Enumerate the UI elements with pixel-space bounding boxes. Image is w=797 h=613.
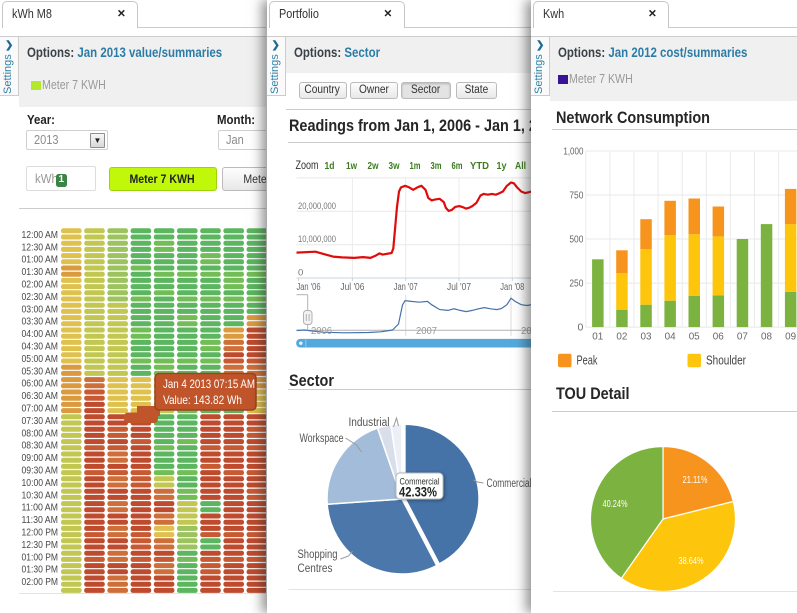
svg-text:07:00 AM: 07:00 AM (22, 403, 59, 415)
svg-text:All: All (515, 160, 526, 172)
svg-text:11:00 AM: 11:00 AM (22, 502, 59, 514)
svg-text:05:30 AM: 05:30 AM (22, 365, 59, 377)
svg-text:Commercial: Commercial (399, 477, 439, 487)
svg-text:01:00 PM: 01:00 PM (22, 551, 59, 563)
svg-text:02: 02 (616, 331, 627, 343)
svg-text:02:00 PM: 02:00 PM (22, 576, 59, 588)
svg-text:01:30 PM: 01:30 PM (22, 564, 59, 576)
svg-text:500: 500 (569, 234, 583, 246)
svg-text:12:30 AM: 12:30 AM (22, 241, 59, 253)
svg-text:10:30 AM: 10:30 AM (22, 489, 59, 501)
svg-text:0: 0 (578, 322, 584, 334)
svg-text:Jan '06: Jan '06 (296, 282, 320, 293)
svg-text:09:00 AM: 09:00 AM (22, 452, 59, 464)
svg-text:03: 03 (641, 331, 652, 343)
svg-text:08:00 AM: 08:00 AM (22, 427, 59, 439)
svg-text:Commercial: Commercial (486, 478, 531, 490)
svg-text:200: 200 (521, 326, 532, 337)
svg-text:Value: 143.82 Wh: Value: 143.82 Wh (163, 393, 242, 407)
svg-text:1d: 1d (324, 160, 334, 172)
svg-text:38.64%: 38.64% (679, 555, 704, 567)
svg-text:Shoulder: Shoulder (706, 354, 746, 368)
svg-text:11:30 AM: 11:30 AM (22, 514, 59, 526)
svg-text:Zoom: Zoom (295, 160, 318, 172)
svg-text:Jan 4 2013 07:15 AM: Jan 4 2013 07:15 AM (163, 377, 255, 391)
svg-text:Jan '07: Jan '07 (393, 282, 417, 293)
svg-text:0: 0 (298, 268, 303, 279)
svg-text:Shopping: Shopping (297, 549, 337, 561)
svg-text:1w: 1w (346, 160, 358, 172)
svg-text:04: 04 (665, 331, 676, 343)
svg-text:2w: 2w (367, 160, 379, 172)
svg-text:10:00 AM: 10:00 AM (22, 477, 59, 489)
svg-text:06:00 AM: 06:00 AM (22, 378, 59, 390)
svg-text:40.24%: 40.24% (603, 498, 628, 510)
svg-text:07: 07 (737, 331, 748, 343)
svg-text:Centres: Centres (297, 563, 332, 575)
svg-text:05:00 AM: 05:00 AM (22, 353, 59, 365)
svg-text:03:30 AM: 03:30 AM (22, 316, 59, 328)
svg-text:YTD: YTD (470, 160, 489, 172)
svg-text:1,000: 1,000 (563, 146, 583, 158)
svg-text:750: 750 (569, 190, 583, 202)
svg-text:1m: 1m (409, 160, 420, 172)
svg-text:20,000,000: 20,000,000 (298, 201, 336, 212)
svg-text:3m: 3m (430, 160, 441, 172)
svg-text:1y: 1y (496, 160, 506, 172)
svg-text:02:30 AM: 02:30 AM (22, 291, 59, 303)
svg-text:12:30 PM: 12:30 PM (22, 539, 59, 551)
svg-text:06:30 AM: 06:30 AM (22, 390, 59, 402)
svg-text:3w: 3w (388, 160, 400, 172)
svg-text:04:00 AM: 04:00 AM (22, 328, 59, 340)
svg-text:08: 08 (761, 331, 772, 343)
svg-text:02:00 AM: 02:00 AM (22, 279, 59, 291)
svg-text:01:30 AM: 01:30 AM (22, 266, 59, 278)
svg-text:03:00 AM: 03:00 AM (22, 303, 59, 315)
svg-text:2006: 2006 (311, 326, 332, 337)
svg-text:12:00 AM: 12:00 AM (22, 229, 59, 241)
svg-text:Jul '06: Jul '06 (340, 282, 364, 293)
svg-text:01: 01 (592, 331, 603, 343)
svg-text:6m: 6m (451, 160, 462, 172)
svg-text:05: 05 (689, 331, 700, 343)
svg-text:10,000,000: 10,000,000 (298, 234, 336, 245)
svg-text:Jan '08: Jan '08 (500, 282, 524, 293)
svg-text:09:30 AM: 09:30 AM (22, 465, 59, 477)
svg-text:12:00 PM: 12:00 PM (22, 527, 59, 539)
svg-text:Jul '07: Jul '07 (447, 282, 471, 293)
svg-text:Peak: Peak (577, 354, 599, 368)
svg-text:08:30 AM: 08:30 AM (22, 440, 59, 452)
svg-text:06: 06 (713, 331, 724, 343)
svg-text:2007: 2007 (416, 326, 437, 337)
svg-text:Industrial: Industrial (348, 417, 389, 429)
svg-text:07:30 AM: 07:30 AM (22, 415, 59, 427)
svg-text:01:00 AM: 01:00 AM (22, 254, 59, 266)
svg-text:42.33%: 42.33% (399, 485, 437, 500)
svg-text:250: 250 (569, 278, 583, 290)
svg-text:Workspace: Workspace (299, 433, 343, 445)
svg-text:04:30 AM: 04:30 AM (22, 341, 59, 353)
svg-text:09: 09 (785, 331, 796, 343)
svg-text:21.11%: 21.11% (683, 474, 708, 486)
